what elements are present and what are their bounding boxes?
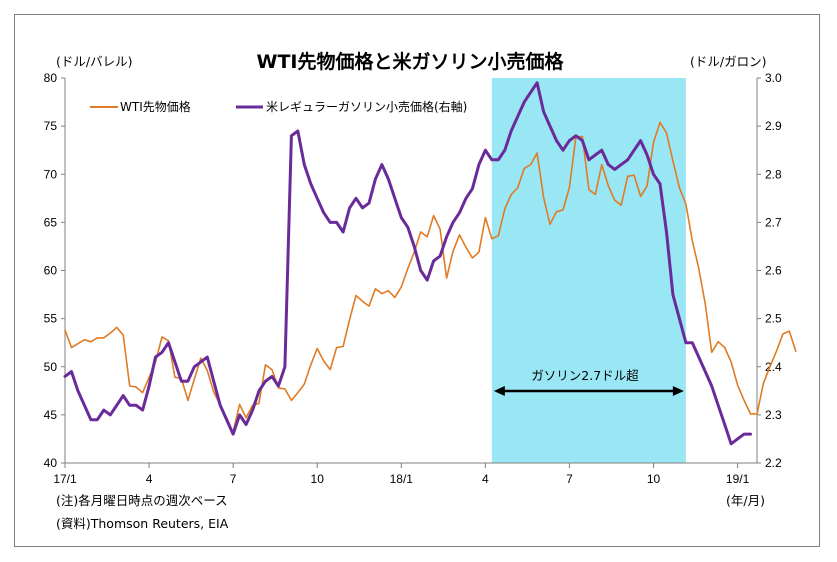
x-tick-label: 10 [311,472,325,486]
y-left-tick-label: 60 [44,264,58,278]
x-tick-label: 17/1 [53,472,77,486]
y-right-ticks: 2.22.32.42.52.62.72.82.93.0 [757,71,782,470]
y-right-tick-label: 2.8 [765,167,782,181]
legend-label-wti: WTI先物価格 [120,99,191,114]
y-left-tick-label: 80 [44,71,58,85]
legend: WTI先物価格 米レギュラーガソリン小売価格(右軸) [90,99,467,114]
x-tick-label: 4 [482,472,489,486]
y-left-tick-label: 40 [44,456,58,470]
x-tick-label: 7 [566,472,573,486]
y-left-tick-label: 50 [44,360,58,374]
y-right-tick-label: 2.9 [765,119,782,133]
highlight-label: ガソリン2.7ドル超 [531,368,639,383]
x-unit-label: (年/月) [726,493,765,508]
y-left-tick-label: 65 [44,215,58,229]
x-tick-label: 4 [146,472,153,486]
y-left-tick-label: 70 [44,167,58,181]
y-right-tick-label: 2.6 [765,264,782,278]
series-line-wti [64,121,797,434]
y-right-tick-label: 2.2 [765,456,782,470]
chart-title: WTI先物価格と米ガソリン小売価格 [257,50,565,73]
y-left-tick-label: 45 [44,408,58,422]
series-group [63,81,797,446]
legend-label-gasoline: 米レギュラーガソリン小売価格(右軸) [266,99,467,114]
note-source: (資料)Thomson Reuters, EIA [56,516,229,531]
arrow-head-right [672,386,684,396]
y-right-tick-label: 2.7 [765,215,782,229]
chart-frame [14,14,820,547]
x-tick-label: 10 [647,472,661,486]
y-right-tick-label: 3.0 [765,71,782,85]
arrow-head-left [493,386,505,396]
highlight-band [491,78,686,463]
x-tick-label: 7 [230,472,237,486]
y-right-label: (ドル/ガロン) [690,54,766,69]
y-left-tick-label: 55 [44,312,58,326]
y-right-tick-label: 2.3 [765,408,782,422]
series-line-gasoline [63,81,752,446]
x-tick-label: 18/1 [390,472,414,486]
note-weekly: (注)各月曜日時点の週次ベース [56,493,228,508]
y-left-tick-label: 75 [44,119,58,133]
x-ticks: 17/1 4 7 10 18/1 4 7 10 19/1 [53,463,750,486]
y-left-label: (ドル/バレル) [56,54,132,69]
x-tick-label: 19/1 [726,472,750,486]
y-right-tick-label: 2.5 [765,312,782,326]
highlight-annotation: ガソリン2.7ドル超 [493,368,684,396]
y-left-ticks: 40 45 50 55 60 65 70 75 80 [44,71,65,470]
